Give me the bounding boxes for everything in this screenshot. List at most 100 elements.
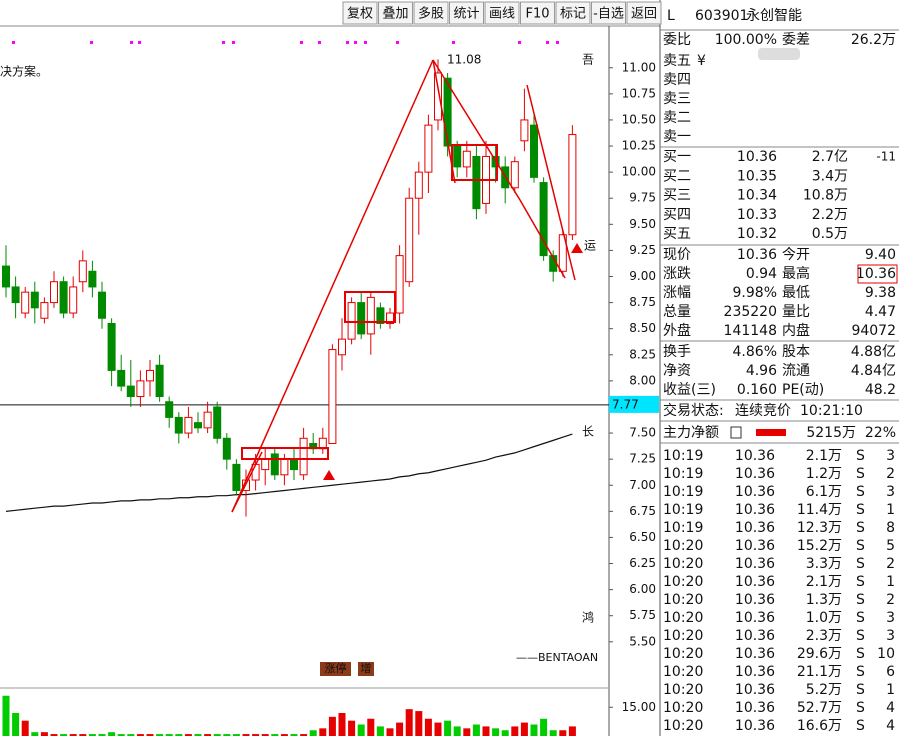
trade-volume: 2.1万 xyxy=(806,448,842,464)
field-value: 4.96 xyxy=(746,363,777,379)
volume-bar xyxy=(184,734,192,736)
stock-code: 603901 xyxy=(695,8,748,24)
y-tick-label: 8.50 xyxy=(629,321,656,335)
trade-time: 10:19 xyxy=(663,466,703,482)
field-label: 最低 xyxy=(782,285,810,301)
y-tick-label: 6.25 xyxy=(629,556,656,570)
candle-body xyxy=(434,72,442,121)
volume-bar xyxy=(98,734,106,736)
candle-body xyxy=(510,161,519,189)
trade-time: 10:20 xyxy=(663,556,703,572)
toolbar-label[interactable]: 复权 xyxy=(347,6,373,22)
candle-body xyxy=(376,307,385,324)
field-label: 涨跌 xyxy=(663,266,691,282)
trend-line xyxy=(432,59,521,201)
candle-body xyxy=(414,171,423,199)
field-label: 现价 xyxy=(663,247,691,263)
volume-bar xyxy=(396,722,404,736)
trade-price: 10.36 xyxy=(735,520,775,536)
trade-side: S xyxy=(856,682,865,698)
trade-side: S xyxy=(856,556,865,572)
field-label: PE(动) xyxy=(782,382,824,398)
toolbar-button[interactable] xyxy=(342,1,378,25)
marker-dot xyxy=(12,41,15,44)
y-tick-label: 10.50 xyxy=(622,112,656,126)
candle-body xyxy=(395,255,404,314)
field-value: 0.94 xyxy=(746,266,777,282)
volume-bar xyxy=(60,734,68,736)
field-label: 委差 xyxy=(782,32,810,48)
candle-body xyxy=(386,312,394,324)
volume-bar xyxy=(300,734,308,736)
toolbar-label[interactable]: -自选 xyxy=(593,7,624,22)
toolbar-button[interactable] xyxy=(591,1,626,25)
trade-count: 3 xyxy=(886,448,895,464)
toolbar-button[interactable] xyxy=(555,1,591,25)
candle-body xyxy=(338,338,346,356)
toolbar-label[interactable]: 叠加 xyxy=(382,7,408,22)
field-value: 9.38 xyxy=(865,285,896,301)
toolbar-button[interactable] xyxy=(449,1,484,25)
candle-body xyxy=(155,364,164,398)
trade-count: 8 xyxy=(886,520,895,536)
stock-name: 永创智能 xyxy=(746,8,802,24)
trade-count: 4 xyxy=(886,700,895,716)
toolbar-label[interactable]: 标记 xyxy=(560,7,586,22)
toolbar-button[interactable] xyxy=(413,1,449,25)
sell-extra: ¥ xyxy=(697,53,706,69)
toolbar-label[interactable]: 画线 xyxy=(489,7,515,22)
trade-side: S xyxy=(856,592,865,608)
tag-label: 涨停 xyxy=(325,661,347,675)
moving-average xyxy=(5,433,573,512)
buy-label: 买五 xyxy=(663,226,691,242)
candle-body xyxy=(107,322,116,371)
volume-bar xyxy=(50,734,58,736)
volume-bar xyxy=(328,716,336,736)
buy-label: 买二 xyxy=(663,168,691,184)
volume-bar xyxy=(165,734,173,736)
volume-bar xyxy=(520,722,528,736)
volume-bar xyxy=(127,734,135,736)
field-value: 4.88亿 xyxy=(851,344,896,360)
marker-dot xyxy=(364,41,367,44)
volume-bar xyxy=(319,728,327,736)
y-tick-label: 9.00 xyxy=(629,269,656,283)
trade-price: 10.36 xyxy=(735,556,775,572)
trade-count: 1 xyxy=(886,502,895,518)
toolbar-button[interactable] xyxy=(520,1,555,25)
field-label: 涨幅 xyxy=(663,285,691,301)
y-tick-label: 10.00 xyxy=(622,165,656,179)
trade-side: S xyxy=(856,646,865,662)
volume-bar xyxy=(338,713,346,736)
volume-bar xyxy=(175,734,183,736)
buy-price: 10.34 xyxy=(737,188,777,204)
flow-icon[interactable] xyxy=(730,426,742,439)
trade-side: S xyxy=(856,538,865,554)
field-label: 收益(三) xyxy=(663,382,716,398)
collapse-button[interactable] xyxy=(758,48,800,60)
volume-bar xyxy=(568,726,576,736)
toolbar-label[interactable]: 返回 xyxy=(631,7,657,22)
toolbar-button[interactable] xyxy=(378,1,413,25)
buy-volume: 10.8万 xyxy=(803,188,848,204)
buy-change: -11 xyxy=(876,150,896,164)
toolbar-label[interactable]: F10 xyxy=(525,7,549,22)
field-label: 今开 xyxy=(782,247,810,263)
volume-bar xyxy=(280,734,288,736)
side-mark: 长 xyxy=(582,425,594,439)
trade-volume: 5.2万 xyxy=(806,682,842,698)
trade-price: 10.36 xyxy=(735,628,775,644)
trade-volume: 2.1万 xyxy=(806,574,842,590)
toolbar-button[interactable] xyxy=(484,1,520,25)
y-tick-label: 6.50 xyxy=(629,530,656,544)
marker-dot xyxy=(300,41,303,44)
pattern-box xyxy=(344,291,396,323)
field-label: 换手 xyxy=(663,343,691,360)
volume-bar xyxy=(463,728,471,736)
pattern-box xyxy=(241,447,329,460)
toolbar-label[interactable]: 统计 xyxy=(453,7,479,22)
candle-body xyxy=(117,369,126,387)
marker-dot xyxy=(318,41,321,44)
toolbar-button[interactable] xyxy=(626,1,662,25)
toolbar-label[interactable]: 多股 xyxy=(418,6,444,22)
